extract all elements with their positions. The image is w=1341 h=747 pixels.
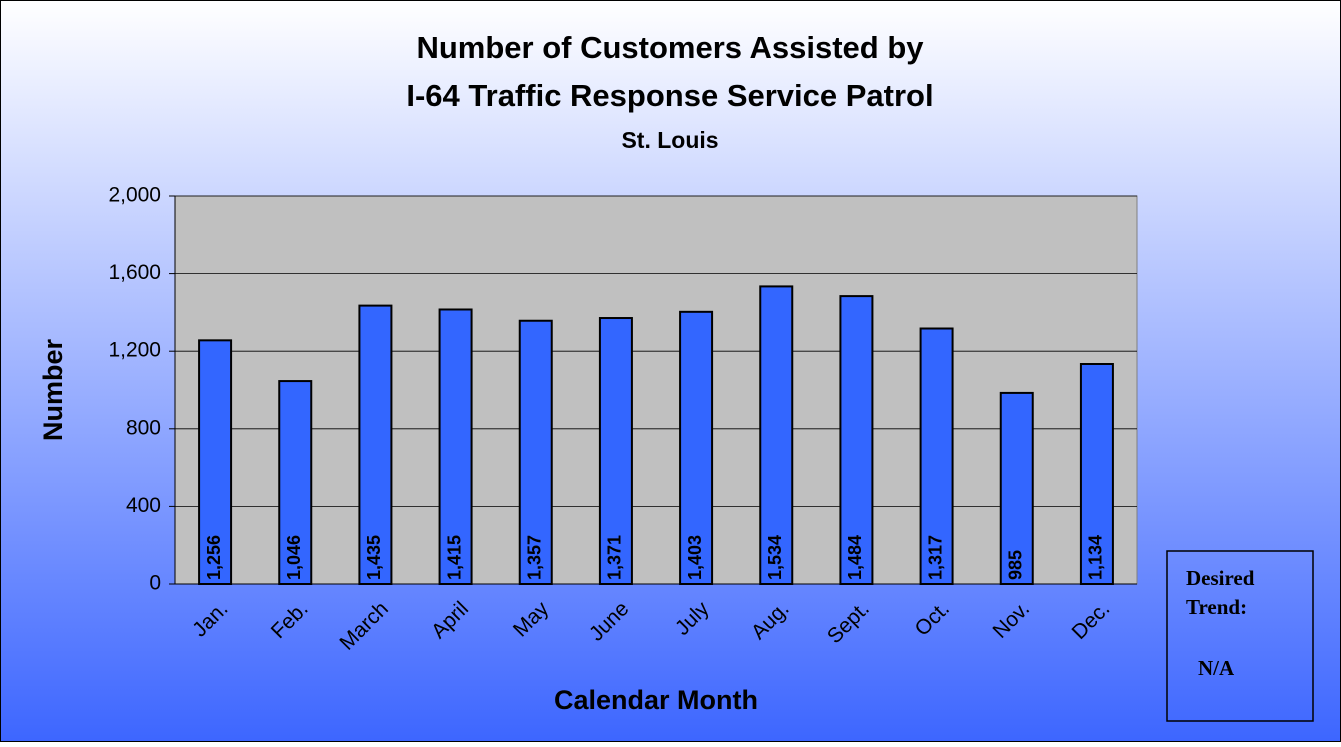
plot-area: [174, 195, 1138, 585]
bar: [518, 319, 553, 585]
desired-trend-value: N/A: [1198, 656, 1235, 680]
data-label: 1,484: [845, 535, 865, 580]
bar: [999, 391, 1034, 585]
y-axis-label: Number: [38, 339, 68, 442]
bar: [919, 327, 954, 586]
y-tick-label: 400: [126, 494, 161, 517]
y-tick-label: 1,200: [108, 339, 161, 362]
bar: [438, 308, 473, 585]
desired-trend: Desired Trend: N/A: [1186, 566, 1255, 680]
chart-title: I-64 Traffic Response Service Patrol: [406, 78, 933, 113]
bar: [679, 310, 714, 585]
data-label: 1,371: [605, 535, 625, 580]
bar: [759, 285, 794, 585]
bar: [598, 317, 633, 585]
bar: [198, 339, 233, 585]
y-tick-label: 2,000: [108, 184, 161, 207]
data-label: 1,435: [364, 535, 384, 580]
data-label: 1,534: [765, 535, 785, 580]
chart-title: Number of Customers Assisted by: [416, 30, 924, 65]
bar: [839, 295, 874, 585]
data-label: 1,403: [685, 535, 705, 580]
x-axis-label: Calendar Month: [554, 685, 758, 715]
y-tick-label: 1,600: [108, 261, 161, 284]
data-label: 1,134: [1086, 535, 1106, 580]
data-label: 1,046: [284, 535, 304, 580]
data-label: 985: [1006, 550, 1026, 580]
y-tick-label: 800: [126, 416, 161, 439]
chart-subtitle: St. Louis: [621, 127, 718, 153]
data-label: 1,357: [525, 535, 545, 580]
data-label: 1,317: [925, 535, 945, 580]
desired-trend-box: [1166, 550, 1314, 722]
data-label: 1,415: [444, 535, 464, 580]
bar: [1079, 363, 1114, 585]
desired-trend-label: Desired: [1186, 566, 1255, 590]
y-tick-label: 0: [149, 572, 161, 595]
desired-trend-label: Trend:: [1186, 595, 1247, 619]
bar: [358, 304, 393, 585]
bar: [278, 380, 313, 585]
data-label: 1,256: [204, 535, 224, 580]
